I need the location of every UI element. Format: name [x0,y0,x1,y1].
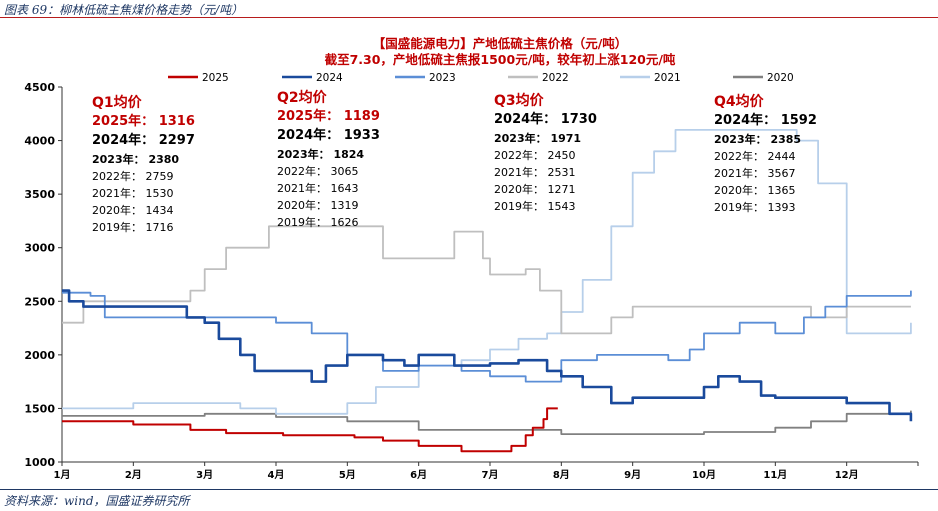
quarter-row: 2019年： 1393 [714,200,796,214]
y-tick-label: 1500 [24,402,55,415]
series-line-2022 [62,225,911,335]
legend-item-2023: 2023 [395,72,456,84]
x-tick-label: 8月 [553,469,570,481]
quarter-row: 2023年： 2385 [714,132,801,146]
quarter-row: 2023年： 2380 [92,152,179,166]
quarter-block-q1: Q1均价 2025年： 1316 2024年： 2297 2023年： 2380 202… [92,94,195,234]
x-tick-label: 1月 [54,469,71,481]
quarter-row: 2023年： 1824 [277,147,364,161]
y-tick-label: 2500 [24,295,55,308]
x-tick-label: 10月 [692,469,716,481]
y-tick-label: 1000 [24,456,55,469]
series-layer [62,129,913,453]
y-tick-label: 3500 [24,188,55,201]
legend-label: 2022 [542,72,569,84]
quarter-row: 2022年： 2444 [714,149,796,163]
quarter-row: 2024年： 1933 [277,127,380,143]
quarter-row: 2022年： 3065 [277,164,359,178]
series-line-2020 [62,410,912,435]
quarter-row: 2020年： 1271 [494,182,576,196]
series-line-2023 [62,290,912,383]
x-tick-label: 3月 [196,469,213,481]
x-tick-label: 4月 [268,469,285,481]
figure-source: 资料来源：wind，国盛证券研究所 [4,494,190,508]
quarter-row: 2021年： 1643 [277,181,359,195]
x-tick-label: 6月 [410,469,427,481]
series-line-2024 [62,289,913,422]
quarter-block-q4: Q4均价 2024年： 1592 2023年： 2385 2022年： 2444 202… [714,93,817,214]
y-tick-label: 3000 [24,242,55,255]
quarter-row: 2020年： 1365 [714,183,796,197]
source-divider [0,489,938,490]
legend-label: 2021 [654,72,681,84]
chart-subtitle: 截至7.30，产地低硫主焦报1500元/吨，较年初上涨120元/吨 [325,52,676,67]
legend-item-2020: 2020 [733,72,794,84]
x-tick-label: 2月 [125,469,142,481]
quarter-row: 2024年： 1592 [714,112,817,128]
y-tick-label: 4500 [24,81,55,94]
quarter-row: 2019年： 1626 [277,215,359,229]
title-divider [0,17,938,18]
legend-label: 2025 [202,72,229,84]
legend-item-2025: 2025 [168,72,229,84]
quarter-row: 2024年： 1730 [494,111,597,127]
x-tick-label: 12月 [835,469,859,481]
x-tick-label: 9月 [624,469,641,481]
legend-item-2021: 2021 [620,72,681,84]
quarter-row: 2021年： 3567 [714,166,796,180]
y-tick-label: 4000 [24,135,55,148]
quarter-row: 2020年： 1434 [92,203,174,217]
x-tick-label: 11月 [763,469,787,481]
quarter-row: 2022年： 2450 [494,148,576,162]
quarterly-averages: Q1均价 2025年： 1316 2024年： 2297 2023年： 2380 202… [92,89,817,234]
quarter-row: 2019年： 1543 [494,199,576,213]
quarter-heading: Q4均价 [714,93,765,110]
legend-item-2024: 2024 [282,72,343,84]
quarter-row: 2021年： 2531 [494,165,576,179]
series-line-2025 [62,407,558,453]
figure-title: 图表 69：柳林低硫主焦煤价格走势（元/吨） [4,3,244,17]
quarter-row: 2023年： 1971 [494,131,581,145]
quarter-row: 2020年： 1319 [277,198,359,212]
quarter-row: 2022年： 2759 [92,169,174,183]
quarter-row: 2024年： 2297 [92,132,195,148]
x-tick-label: 5月 [339,469,356,481]
quarter-block-q3: Q3均价 2024年： 1730 2023年： 1971 2022年： 2450 202… [494,92,597,213]
quarter-row: 2019年： 1716 [92,220,174,234]
quarter-row: 2021年： 1530 [92,186,174,200]
legend-label: 2023 [429,72,456,84]
axes: 1000 1500 2000 2500 3000 3500 4000 4500 1月 2月 3月 4月… [24,81,919,481]
quarter-row: 2025年： 1316 [92,113,195,129]
x-tick-label: 7月 [482,469,499,481]
quarter-block-q2: Q2均价 2025年： 1189 2024年： 1933 2023年： 1824 202… [277,89,380,229]
quarter-heading: Q3均价 [494,92,545,109]
legend: 2025 2024 2023 2022 2021 2020 [168,72,794,84]
quarter-row: 2025年： 1189 [277,108,380,124]
chart-title: 【国盛能源电力】产地低硫主焦价格（元/吨） [373,36,628,51]
quarter-heading: Q1均价 [92,94,143,111]
legend-label: 2024 [316,72,343,84]
quarter-heading: Q2均价 [277,89,328,106]
legend-label: 2020 [767,72,794,84]
legend-item-2022: 2022 [508,72,569,84]
y-tick-label: 2000 [24,349,55,362]
series-line-2021 [62,129,912,415]
